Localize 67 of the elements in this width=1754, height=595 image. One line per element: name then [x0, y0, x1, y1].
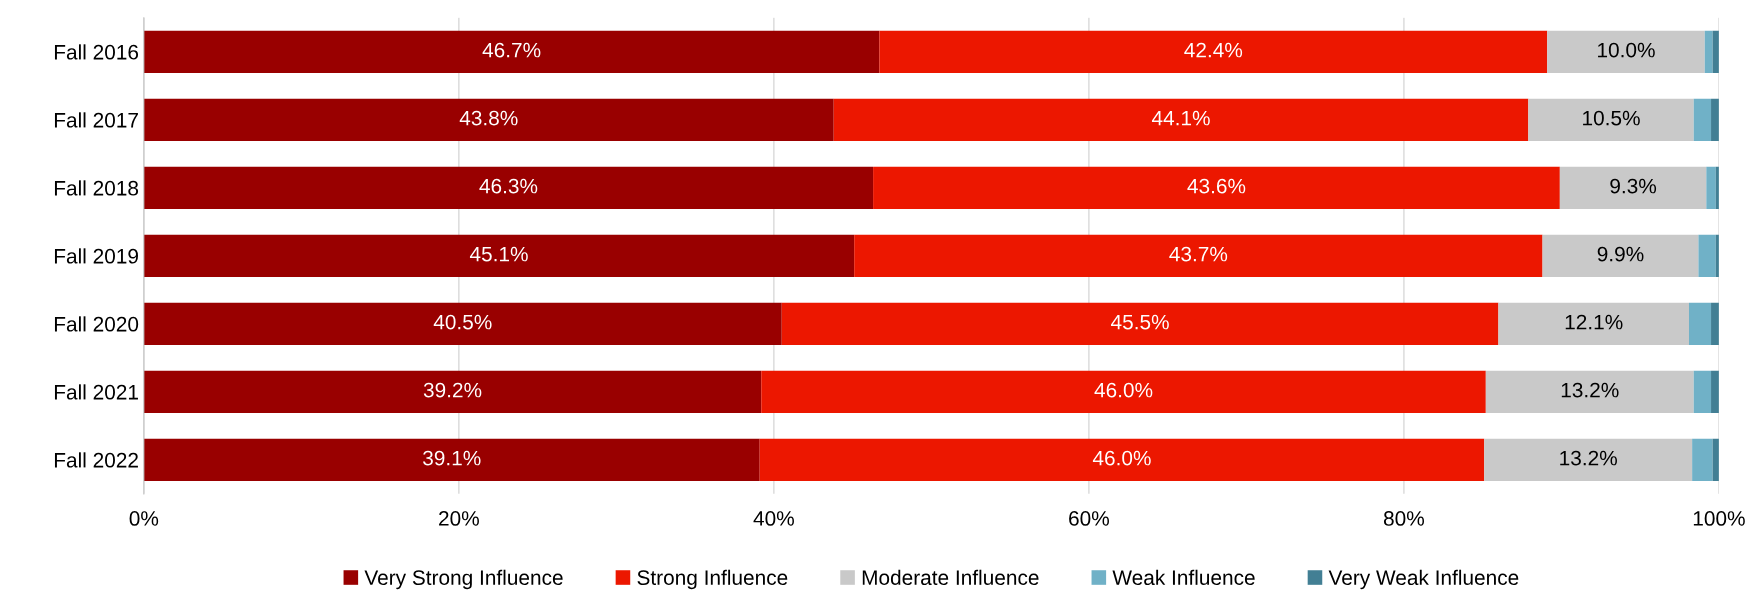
x-tick-label: 0%: [129, 511, 159, 526]
data-label: 9.3%: [1610, 178, 1657, 194]
data-label: 13.2%: [1561, 382, 1619, 398]
data-label: 40.5%: [433, 314, 492, 330]
bar: [1698, 234, 1716, 277]
legend-label: Strong Influence: [637, 569, 788, 590]
legend-label: Very Weak Influence: [1328, 569, 1519, 590]
bar: [1547, 30, 1705, 73]
bar: [1484, 438, 1693, 481]
bar: [781, 302, 1499, 345]
data-label: 44.1%: [1151, 110, 1210, 126]
legend-label: Weak Influence: [1112, 569, 1255, 586]
y-tick-label: Fall 2019: [54, 248, 138, 264]
data-label: 39.1%: [423, 450, 481, 466]
bar: [879, 30, 1548, 73]
bar: [1528, 98, 1694, 141]
bar: [1693, 370, 1712, 413]
data-label: 39.2%: [423, 382, 482, 398]
y-tick-label: Fall 2020: [54, 316, 139, 332]
bar: [143, 302, 782, 345]
data-label: 46.0%: [1092, 450, 1151, 466]
bar: [143, 30, 880, 73]
bar: [1498, 302, 1689, 345]
bar: [143, 438, 760, 481]
data-label: 43.7%: [1169, 246, 1228, 262]
bar: [143, 234, 855, 277]
data-label: 12.1%: [1565, 314, 1623, 330]
y-tick-label: Fall 2021: [54, 384, 138, 400]
x-tick-label: 60%: [1069, 511, 1109, 526]
bar: [873, 166, 1560, 209]
data-label: 9.9%: [1597, 246, 1644, 262]
bar: [1692, 438, 1713, 481]
bar: [759, 438, 1485, 481]
data-label: 13.2%: [1560, 450, 1617, 466]
bar: [1542, 234, 1699, 277]
data-label: 45.1%: [469, 246, 528, 262]
data-label: 10.0%: [1598, 42, 1655, 58]
data-label: 46.3%: [479, 178, 538, 194]
legend-label: Very Strong Influence: [364, 569, 563, 590]
data-label: 43.8%: [459, 110, 518, 126]
x-tick-label: 80%: [1383, 511, 1425, 526]
bar: [1704, 30, 1713, 73]
bar: [143, 166, 874, 209]
y-tick-label: Fall 2017: [54, 112, 138, 128]
data-label: 46.0%: [1094, 382, 1153, 398]
bar: [1706, 166, 1716, 209]
data-label: 45.5%: [1111, 314, 1169, 330]
data-label: 42.4%: [1184, 42, 1243, 58]
y-tick-label: Fall 2016: [54, 44, 139, 60]
x-tick-label: 40%: [753, 511, 794, 526]
data-label: 10.5%: [1583, 110, 1640, 126]
x-tick-label: 20%: [439, 511, 479, 526]
bar: [854, 234, 1543, 277]
bar: [1688, 302, 1712, 345]
bar: [833, 98, 1529, 141]
x-tick-label: 100%: [1693, 511, 1745, 526]
data-label: 43.6%: [1187, 178, 1246, 194]
bar: [1485, 370, 1694, 413]
y-tick-label: Fall 2022: [54, 452, 138, 468]
bar: [1559, 166, 1707, 209]
legend-label: Moderate Influence: [862, 569, 1039, 586]
bar: [143, 98, 834, 141]
bar: [143, 370, 762, 413]
y-tick-label: Fall 2018: [54, 180, 139, 196]
data-label: 46.7%: [482, 42, 541, 58]
bar: [761, 370, 1486, 413]
bar: [1693, 98, 1712, 141]
